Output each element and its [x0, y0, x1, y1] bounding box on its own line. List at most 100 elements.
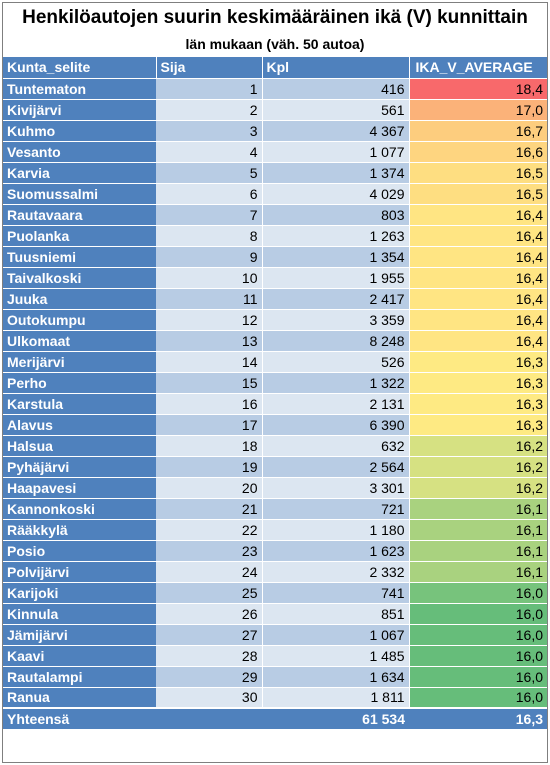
average-age-cell[interactable]: 18,4 — [409, 78, 547, 100]
average-age-cell[interactable]: 16,0 — [409, 624, 547, 646]
municipality-cell[interactable]: Juuka — [3, 288, 156, 310]
rank-cell[interactable]: 23 — [156, 540, 263, 562]
average-age-cell[interactable]: 16,6 — [409, 141, 547, 163]
municipality-cell[interactable]: Outokumpu — [3, 309, 156, 331]
average-age-cell[interactable]: 16,2 — [409, 477, 547, 499]
count-cell[interactable]: 2 564 — [262, 456, 410, 478]
municipality-cell[interactable]: Halsua — [3, 435, 156, 457]
count-cell[interactable]: 1 180 — [262, 519, 410, 541]
average-age-cell[interactable]: 16,3 — [409, 372, 547, 394]
average-age-cell[interactable]: 16,2 — [409, 456, 547, 478]
average-age-cell[interactable]: 16,4 — [409, 225, 547, 247]
municipality-cell[interactable]: Rautalampi — [3, 666, 156, 688]
rank-cell[interactable]: 22 — [156, 519, 263, 541]
average-age-cell[interactable]: 16,0 — [409, 687, 547, 709]
average-age-cell[interactable]: 16,5 — [409, 162, 547, 184]
average-age-cell[interactable]: 16,0 — [409, 582, 547, 604]
count-cell[interactable]: 851 — [262, 603, 410, 625]
average-age-cell[interactable]: 16,2 — [409, 435, 547, 457]
column-header-kpl[interactable]: Kpl — [262, 57, 410, 79]
column-header-kunta[interactable]: Kunta_selite — [3, 57, 157, 79]
rank-cell[interactable]: 11 — [156, 288, 263, 310]
total-average[interactable]: 16,3 — [409, 707, 547, 729]
rank-cell[interactable]: 28 — [156, 645, 263, 667]
municipality-cell[interactable]: Merijärvi — [3, 351, 156, 373]
count-cell[interactable]: 1 955 — [262, 267, 410, 289]
municipality-cell[interactable]: Kivijärvi — [3, 99, 156, 121]
count-cell[interactable]: 8 248 — [262, 330, 410, 352]
average-age-cell[interactable]: 16,5 — [409, 183, 547, 205]
municipality-cell[interactable]: Polvijärvi — [3, 561, 156, 583]
rank-cell[interactable]: 14 — [156, 351, 263, 373]
rank-cell[interactable]: 30 — [156, 687, 263, 709]
rank-cell[interactable]: 1 — [156, 78, 263, 100]
rank-cell[interactable]: 18 — [156, 435, 263, 457]
municipality-cell[interactable]: Haapavesi — [3, 477, 156, 499]
count-cell[interactable]: 1 485 — [262, 645, 410, 667]
municipality-cell[interactable]: Kaavi — [3, 645, 156, 667]
total-count[interactable]: 61 534 — [262, 707, 409, 729]
rank-cell[interactable]: 6 — [156, 183, 263, 205]
rank-cell[interactable]: 29 — [156, 666, 263, 688]
average-age-cell[interactable]: 16,3 — [409, 393, 547, 415]
municipality-cell[interactable]: Ranua — [3, 687, 156, 709]
average-age-cell[interactable]: 16,4 — [409, 267, 547, 289]
count-cell[interactable]: 1 811 — [262, 687, 410, 709]
count-cell[interactable]: 803 — [262, 204, 410, 226]
average-age-cell[interactable]: 16,1 — [409, 498, 547, 520]
average-age-cell[interactable]: 16,3 — [409, 351, 547, 373]
average-age-cell[interactable]: 16,1 — [409, 540, 547, 562]
rank-cell[interactable]: 25 — [156, 582, 263, 604]
rank-cell[interactable]: 4 — [156, 141, 263, 163]
municipality-cell[interactable]: Karstula — [3, 393, 156, 415]
count-cell[interactable]: 1 374 — [262, 162, 410, 184]
count-cell[interactable]: 2 417 — [262, 288, 410, 310]
rank-cell[interactable]: 20 — [156, 477, 263, 499]
rank-cell[interactable]: 24 — [156, 561, 263, 583]
rank-cell[interactable]: 13 — [156, 330, 263, 352]
count-cell[interactable]: 1 623 — [262, 540, 410, 562]
municipality-cell[interactable]: Jämijärvi — [3, 624, 156, 646]
count-cell[interactable]: 721 — [262, 498, 410, 520]
rank-cell[interactable]: 2 — [156, 99, 263, 121]
count-cell[interactable]: 526 — [262, 351, 410, 373]
municipality-cell[interactable]: Puolanka — [3, 225, 156, 247]
count-cell[interactable]: 1 354 — [262, 246, 410, 268]
municipality-cell[interactable]: Kuhmo — [3, 120, 156, 142]
municipality-cell[interactable]: Alavus — [3, 414, 156, 436]
count-cell[interactable]: 1 263 — [262, 225, 410, 247]
count-cell[interactable]: 3 301 — [262, 477, 410, 499]
rank-cell[interactable]: 12 — [156, 309, 263, 331]
rank-cell[interactable]: 21 — [156, 498, 263, 520]
municipality-cell[interactable]: Kinnula — [3, 603, 156, 625]
total-rank[interactable] — [156, 707, 262, 729]
average-age-cell[interactable]: 16,0 — [409, 603, 547, 625]
municipality-cell[interactable]: Rautavaara — [3, 204, 156, 226]
rank-cell[interactable]: 5 — [156, 162, 263, 184]
municipality-cell[interactable]: Pyhäjärvi — [3, 456, 156, 478]
average-age-cell[interactable]: 16,3 — [409, 414, 547, 436]
average-age-cell[interactable]: 16,0 — [409, 645, 547, 667]
rank-cell[interactable]: 27 — [156, 624, 263, 646]
average-age-cell[interactable]: 16,0 — [409, 666, 547, 688]
count-cell[interactable]: 1 077 — [262, 141, 410, 163]
count-cell[interactable]: 2 332 — [262, 561, 410, 583]
municipality-cell[interactable]: Perho — [3, 372, 156, 394]
count-cell[interactable]: 632 — [262, 435, 410, 457]
municipality-cell[interactable]: Karvia — [3, 162, 156, 184]
municipality-cell[interactable]: Kannonkoski — [3, 498, 156, 520]
average-age-cell[interactable]: 16,4 — [409, 330, 547, 352]
rank-cell[interactable]: 10 — [156, 267, 263, 289]
rank-cell[interactable]: 15 — [156, 372, 263, 394]
average-age-cell[interactable]: 16,4 — [409, 309, 547, 331]
total-label[interactable]: Yhteensä — [3, 707, 156, 729]
rank-cell[interactable]: 9 — [156, 246, 263, 268]
rank-cell[interactable]: 3 — [156, 120, 263, 142]
average-age-cell[interactable]: 17,0 — [409, 99, 547, 121]
average-age-cell[interactable]: 16,4 — [409, 246, 547, 268]
count-cell[interactable]: 1 322 — [262, 372, 410, 394]
municipality-cell[interactable]: Taivalkoski — [3, 267, 156, 289]
count-cell[interactable]: 741 — [262, 582, 410, 604]
average-age-cell[interactable]: 16,4 — [409, 288, 547, 310]
count-cell[interactable]: 1 067 — [262, 624, 410, 646]
